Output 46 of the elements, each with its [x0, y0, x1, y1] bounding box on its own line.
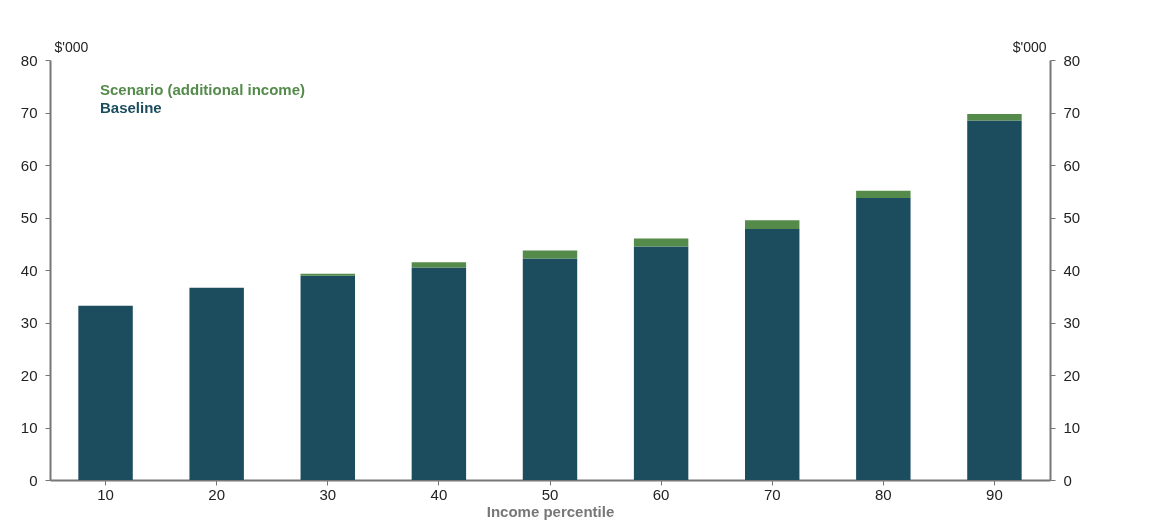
bar [856, 198, 911, 480]
y2-tick-label: 0 [1063, 471, 1072, 489]
x-tick-label: 40 [430, 485, 448, 503]
y2-tick-label: 40 [1063, 261, 1081, 279]
bar [300, 273, 355, 276]
y-tick-label: 50 [20, 209, 38, 226]
x-tick-label: 80 [874, 485, 892, 503]
y-axis-title: $'000 [54, 38, 89, 55]
y2-axis-title: $'000 [1012, 38, 1047, 55]
y2-tick-label: 70 [1063, 104, 1081, 121]
y2-tick-label: 10 [1063, 419, 1081, 436]
y2-tick-label: 50 [1063, 209, 1081, 226]
bar [856, 190, 911, 199]
y2-tick-label: 20 [1063, 366, 1081, 384]
y-tick-label: 0 [29, 471, 38, 489]
bar [967, 114, 1022, 121]
x-tick-label: 90 [986, 485, 1003, 503]
y-tick-label: 30 [20, 314, 38, 331]
x-tick-label: 20 [208, 485, 226, 503]
text: Baseline [100, 99, 162, 116]
x-tick-label: 10 [97, 485, 114, 503]
y-tick-label: 70 [20, 104, 38, 121]
x-tick-label: 60 [652, 485, 670, 503]
bar [411, 262, 467, 268]
text: Scenario (additional income) [100, 81, 306, 98]
y2-tick-label: 60 [1063, 156, 1081, 174]
bar [967, 120, 1022, 480]
x-tick-label: 30 [319, 485, 337, 503]
bar [522, 258, 578, 480]
x-tick-label: 50 [541, 485, 559, 503]
y-tick-label: 80 [20, 51, 38, 69]
y-tick-label: 20 [20, 366, 38, 384]
y-tick-label: 60 [20, 156, 38, 174]
bar [633, 246, 689, 480]
bar [300, 275, 355, 480]
bar [411, 267, 467, 480]
y-tick-label: 10 [20, 419, 38, 436]
x-axis-title: Income percentile [486, 502, 615, 520]
y2-tick-label: 30 [1063, 314, 1081, 331]
bar [745, 220, 800, 230]
bar [78, 305, 133, 480]
bar [745, 229, 800, 480]
y2-tick-label: 80 [1063, 51, 1081, 69]
y-tick-label: 40 [20, 261, 38, 279]
bar [189, 287, 244, 480]
x-tick-label: 70 [763, 485, 781, 503]
